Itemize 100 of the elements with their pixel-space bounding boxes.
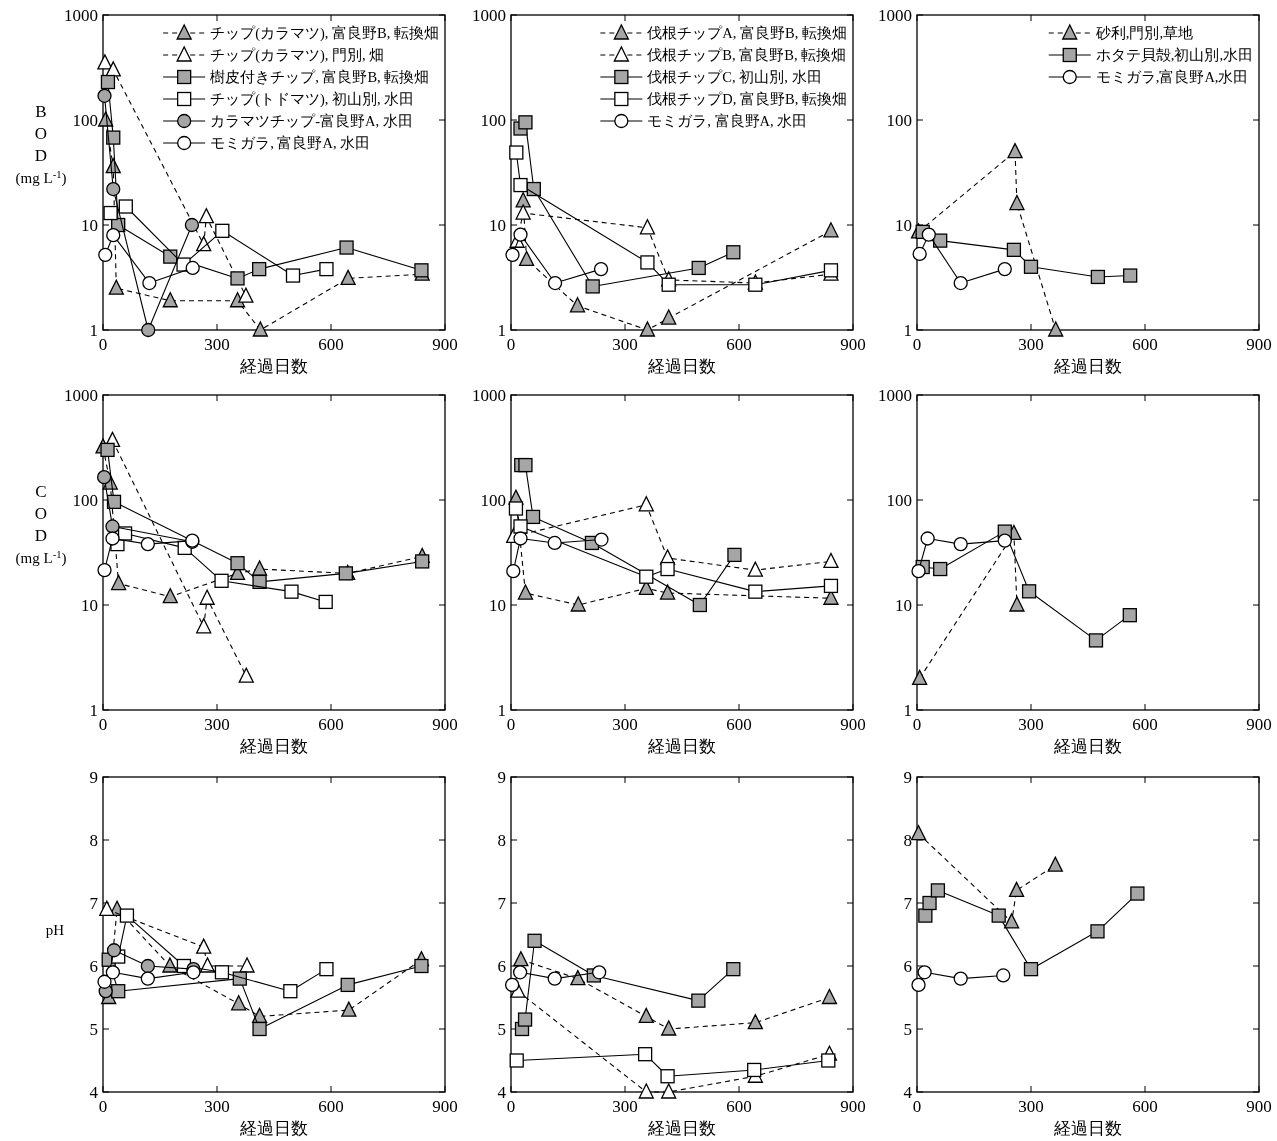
legend-label: 砂利,門別,草地 — [1094, 25, 1193, 41]
legend-label: モミガラ,富良野A,水田 — [1095, 69, 1249, 85]
y-tick-label: 100 — [886, 491, 912, 510]
x-axis-title: 経過日数 — [239, 357, 308, 376]
y-tick-label: 8 — [903, 831, 912, 850]
x-tick-label: 300 — [1018, 1097, 1044, 1116]
x-axis-title: 経過日数 — [239, 1119, 308, 1138]
x-tick-label: 300 — [612, 1097, 638, 1116]
y-tick-label: 1 — [89, 321, 98, 340]
y-tick-label: 10 — [489, 596, 506, 615]
x-tick-label: 600 — [318, 335, 344, 354]
y-tick-label: 1000 — [64, 6, 98, 25]
y-tick-label: 4 — [497, 1083, 507, 1102]
x-tick-label: 0 — [506, 715, 516, 734]
x-tick-label: 900 — [840, 335, 866, 354]
x-tick-label: 600 — [318, 715, 344, 734]
x-tick-label: 600 — [1132, 335, 1158, 354]
y-tick-label: 7 — [89, 894, 99, 913]
x-tick-label: 600 — [726, 715, 752, 734]
legend-label: 伐根チップC, 初山別, 水田 — [647, 69, 822, 85]
x-tick-label: 300 — [204, 715, 230, 734]
y-tick-label: 1000 — [472, 386, 506, 405]
y-tick-label: 1000 — [878, 386, 912, 405]
legend-label: チップ(カラマツ), 門別, 畑 — [210, 47, 385, 64]
x-axis-title: 経過日数 — [1053, 737, 1122, 756]
x-tick-label: 300 — [612, 715, 638, 734]
y-tick-label: 4 — [903, 1083, 913, 1102]
y-tick-label: 8 — [497, 831, 506, 850]
x-tick-label: 900 — [1246, 715, 1272, 734]
x-tick-label: 600 — [1132, 715, 1158, 734]
legend-label: チップ(トドマツ), 初山別, 水田 — [210, 91, 415, 108]
y-tick-label: 100 — [480, 491, 506, 510]
y-tick-label: 10 — [895, 596, 912, 615]
x-tick-label: 0 — [98, 335, 108, 354]
x-tick-label: 300 — [612, 335, 638, 354]
x-tick-label: 300 — [1018, 715, 1044, 734]
y-tick-label: 10 — [489, 216, 506, 235]
y-tick-label: 10 — [81, 216, 98, 235]
x-tick-label: 600 — [318, 1097, 344, 1116]
x-tick-label: 0 — [506, 1097, 516, 1116]
y-tick-label: 1000 — [878, 6, 912, 25]
legend-label: チップ(カラマツ), 富良野B, 転換畑 — [210, 25, 439, 42]
legend-label: 伐根チップB, 富良野B, 転換畑 — [647, 47, 847, 63]
y-tick-label: 1 — [903, 321, 912, 340]
x-axis-title: 経過日数 — [647, 737, 716, 756]
x-axis-title: 経過日数 — [239, 737, 308, 756]
x-tick-label: 0 — [912, 1097, 922, 1116]
y-tick-label: 4 — [89, 1083, 99, 1102]
x-tick-label: 0 — [98, 715, 108, 734]
x-axis-title: 経過日数 — [1053, 357, 1122, 376]
y-tick-label: 7 — [497, 894, 507, 913]
x-tick-label: 0 — [506, 335, 516, 354]
legend-label: カラマツチップ-富良野A, 水田 — [210, 113, 413, 129]
y-tick-label: 7 — [903, 894, 913, 913]
x-tick-label: 900 — [1246, 1097, 1272, 1116]
y-tick-label: 8 — [89, 831, 98, 850]
legend-label: ホタテ貝殻,初山別,水田 — [1095, 47, 1253, 63]
x-axis-title: 経過日数 — [647, 357, 716, 376]
legend-label: モミガラ, 富良野A, 水田 — [647, 113, 808, 129]
y-tick-label: 9 — [903, 768, 912, 787]
y-tick-label: 5 — [89, 1020, 98, 1039]
x-tick-label: 0 — [912, 335, 922, 354]
y-tick-label: 5 — [497, 1020, 506, 1039]
x-tick-label: 300 — [1018, 335, 1044, 354]
y-tick-label: 100 — [72, 491, 98, 510]
y-tick-label: 9 — [497, 768, 506, 787]
y-tick-label: 1 — [89, 701, 98, 720]
x-tick-label: 900 — [432, 715, 458, 734]
legend-label: 伐根チップD, 富良野B, 転換畑 — [647, 91, 847, 107]
y-tick-label: 9 — [89, 768, 98, 787]
x-tick-label: 0 — [912, 715, 922, 734]
y-tick-label: 1 — [497, 701, 506, 720]
y-tick-label: 6 — [497, 957, 506, 976]
y-tick-label: 1 — [497, 321, 506, 340]
x-tick-label: 0 — [98, 1097, 108, 1116]
y-tick-label: 100 — [480, 111, 506, 130]
legend-label: 樹皮付きチップ, 富良野B, 転換畑 — [210, 69, 430, 85]
legend-label: モミガラ, 富良野A, 水田 — [210, 135, 371, 151]
x-tick-label: 300 — [204, 335, 230, 354]
y-tick-label: 5 — [903, 1020, 912, 1039]
y-tick-label: 1000 — [64, 386, 98, 405]
y-tick-label: 1 — [903, 701, 912, 720]
y-tick-label: 1000 — [472, 6, 506, 25]
legend-label: 伐根チップA, 富良野B, 転換畑 — [647, 25, 847, 41]
x-axis-title: 経過日数 — [1053, 1119, 1122, 1138]
y-tick-label: 10 — [81, 596, 98, 615]
x-tick-label: 900 — [840, 1097, 866, 1116]
y-tick-label: 100 — [886, 111, 912, 130]
y-axis-title: pH — [45, 921, 65, 938]
x-tick-label: 900 — [432, 1097, 458, 1116]
x-axis-title: 経過日数 — [647, 1119, 716, 1138]
x-tick-label: 900 — [1246, 335, 1272, 354]
y-tick-label: 100 — [72, 111, 98, 130]
x-tick-label: 600 — [726, 1097, 752, 1116]
x-tick-label: 900 — [432, 335, 458, 354]
x-tick-label: 900 — [840, 715, 866, 734]
y-tick-label: 10 — [895, 216, 912, 235]
y-axis-title: COD (mg L$^{-1}$) — [15, 481, 67, 567]
x-tick-label: 600 — [726, 335, 752, 354]
y-tick-label: 6 — [903, 957, 912, 976]
